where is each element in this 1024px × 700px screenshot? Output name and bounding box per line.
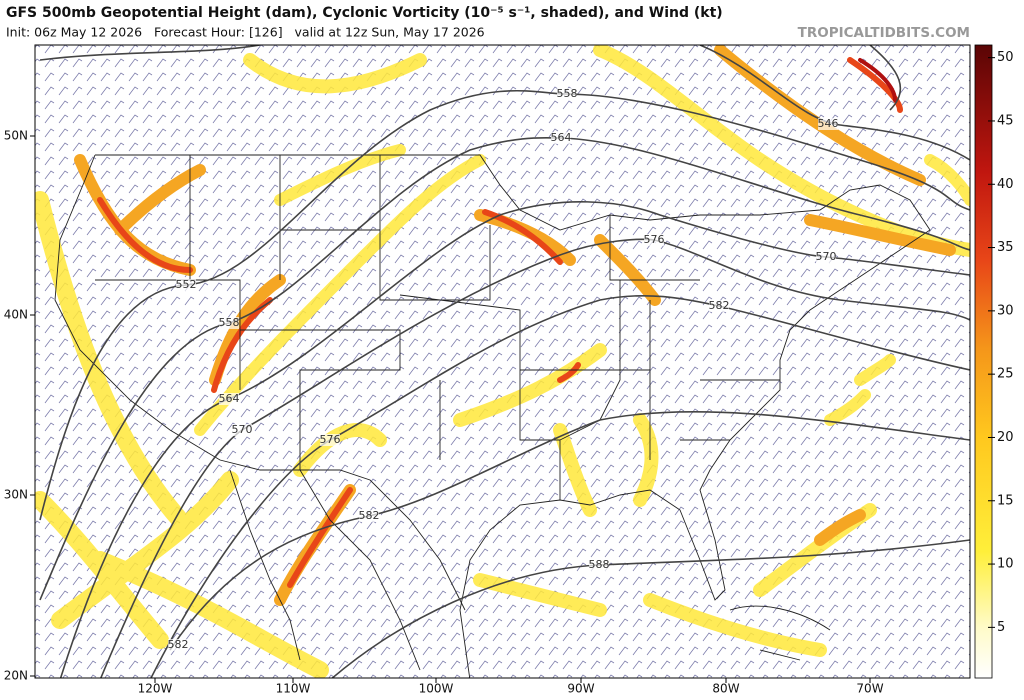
lat-label: 50N	[4, 129, 28, 143]
title: GFS 500mb Geopotential Height (dam), Cyc…	[6, 5, 723, 21]
colorbar-tick-label: 35	[997, 240, 1014, 255]
map-frame	[34, 44, 971, 679]
contour-label-bg	[219, 393, 239, 405]
colorbar-tick-label: 45	[997, 113, 1014, 128]
vorticity-shading	[35, 45, 970, 678]
contour-labels: 558 564 546 576 570 582 552 558 564 570 576 582 588 5…	[168, 87, 839, 651]
colorbar-tick-label: 25	[997, 367, 1014, 382]
lon-label: 80W	[712, 682, 739, 696]
map-axes: 50N 40N 30N 20N 120W 110W 100W 90W 80W 70W	[4, 129, 884, 696]
colorbar-tick-label: 40	[997, 177, 1014, 192]
lon-label: 70W	[856, 682, 883, 696]
colorbar-tick-label: 10	[997, 557, 1014, 572]
colorbar-tick-label: 5	[997, 620, 1005, 635]
contour-label: 558	[219, 316, 240, 329]
contour-label: 552	[176, 278, 197, 291]
contour-label-bg	[709, 300, 729, 312]
lon-label: 110W	[276, 682, 311, 696]
contour-label: 546	[818, 117, 839, 130]
colorbar-ticks: 5 10 15 20 25 30 35 40 45 50	[988, 50, 1014, 635]
lon-label: 90W	[567, 682, 594, 696]
contour-label-bg	[176, 279, 196, 291]
colorbar	[974, 44, 993, 679]
contour-label: 582	[168, 638, 189, 651]
lon-label: 100W	[419, 682, 454, 696]
lon-label: 120W	[138, 682, 173, 696]
contour-label-bg	[320, 434, 340, 446]
colorbar-tick-label: 30	[997, 303, 1014, 318]
contour-label: 582	[359, 509, 380, 522]
contour-label-bg	[168, 639, 188, 651]
contour-label: 558	[557, 87, 578, 100]
contour-label-bg	[551, 132, 571, 144]
height-contours	[39, 45, 970, 678]
contour-label-bg	[589, 559, 609, 571]
watermark: TROPICALTIDBITS.COM	[798, 25, 970, 41]
contour-label: 570	[816, 250, 837, 263]
contour-label: 570	[232, 423, 253, 436]
colorbar-tick-label: 50	[997, 50, 1014, 65]
map-area: 558 564 546 576 570 582 552 558 564 570 576 582 588 5…	[35, 45, 970, 678]
contour-label: 582	[709, 299, 730, 312]
contour-label: 564	[219, 392, 240, 405]
contour-label-bg	[557, 88, 577, 100]
contour-label-bg	[359, 510, 379, 522]
init-line: Init: 06z May 12 2026 Forecast Hour: [12…	[6, 25, 485, 40]
lat-label: 40N	[4, 308, 28, 322]
contour-label: 564	[551, 131, 572, 144]
contour-label: 576	[644, 233, 665, 246]
contour-label-bg	[816, 251, 836, 263]
contour-label: 588	[589, 558, 610, 571]
colorbar-tick-label: 20	[997, 430, 1014, 445]
contour-label-bg	[232, 424, 252, 436]
contour-label: 576	[320, 433, 341, 446]
lat-label: 20N	[4, 669, 28, 683]
colorbar-tick-label: 15	[997, 493, 1014, 508]
contour-label-bg	[644, 234, 664, 246]
lat-label: 30N	[4, 488, 28, 502]
contour-label-bg	[219, 317, 239, 329]
wind-barbs	[35, 45, 970, 678]
contour-label-bg	[818, 118, 838, 130]
